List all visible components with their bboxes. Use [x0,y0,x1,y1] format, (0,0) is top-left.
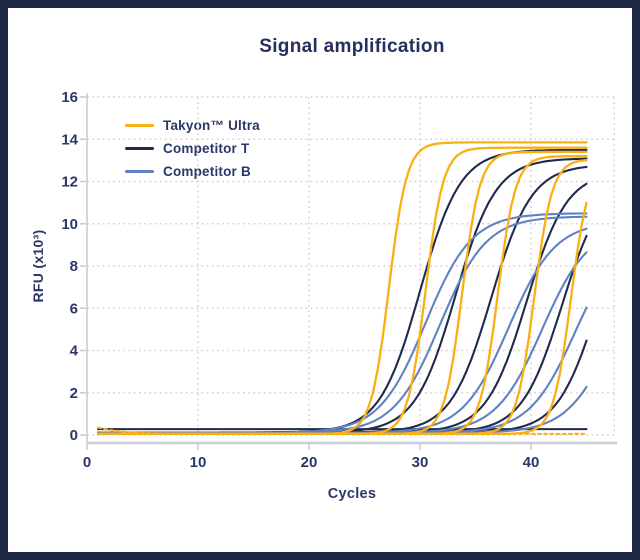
y-tick-label: 6 [70,300,78,317]
x-tick-label: 30 [412,454,429,471]
y-tick-label: 4 [70,343,79,360]
legend-label: Takyon™ Ultra [163,118,260,133]
x-tick-label: 0 [83,454,91,471]
legend-label: Competitor T [163,141,250,156]
x-tick-label: 10 [190,454,207,471]
legend-line-competitor-b [125,170,154,173]
chart-canvas: Signal amplification RFU (x10³) Takyon™ … [8,8,632,552]
legend-line-competitor-t [125,147,154,150]
y-axis-label: RFU (x10³) [30,229,46,303]
title-row: Signal amplification [87,36,617,58]
legend-line-takyon-ultra [125,124,154,127]
y-tick-label: 0 [70,427,78,444]
amplification-curve [97,212,588,434]
amplification-curve [96,146,588,436]
legend-item-takyon-ultra: Takyon™ Ultra [125,114,260,137]
plot-area: 0 2 4 6 8 10 12 14 16 0 10 20 30 40 [61,89,617,471]
chart-title: Signal amplification [259,36,445,57]
legend-item-competitor-t: Competitor T [125,137,260,160]
amplification-curve [96,201,588,436]
amplification-curve [97,215,588,434]
y-tick-label: 12 [61,174,78,191]
y-tick-label: 8 [70,258,78,275]
legend-label: Competitor B [163,164,251,179]
x-tick-label: 20 [301,454,318,471]
amplification-curve [97,306,588,434]
amplification-curve [96,141,588,436]
amplification-curve [97,227,588,434]
y-tick-label: 10 [61,216,78,233]
y-tick-label: 14 [61,131,78,148]
legend-item-competitor-b: Competitor B [125,160,260,183]
y-tick-label: 2 [70,385,78,402]
legend: Takyon™ Ultra Competitor T Competitor B [125,114,260,183]
amplification-curve [97,148,588,434]
y-tick-label: 16 [61,89,78,106]
x-tick-label: 40 [523,454,540,471]
x-axis-label: Cycles [327,486,377,502]
